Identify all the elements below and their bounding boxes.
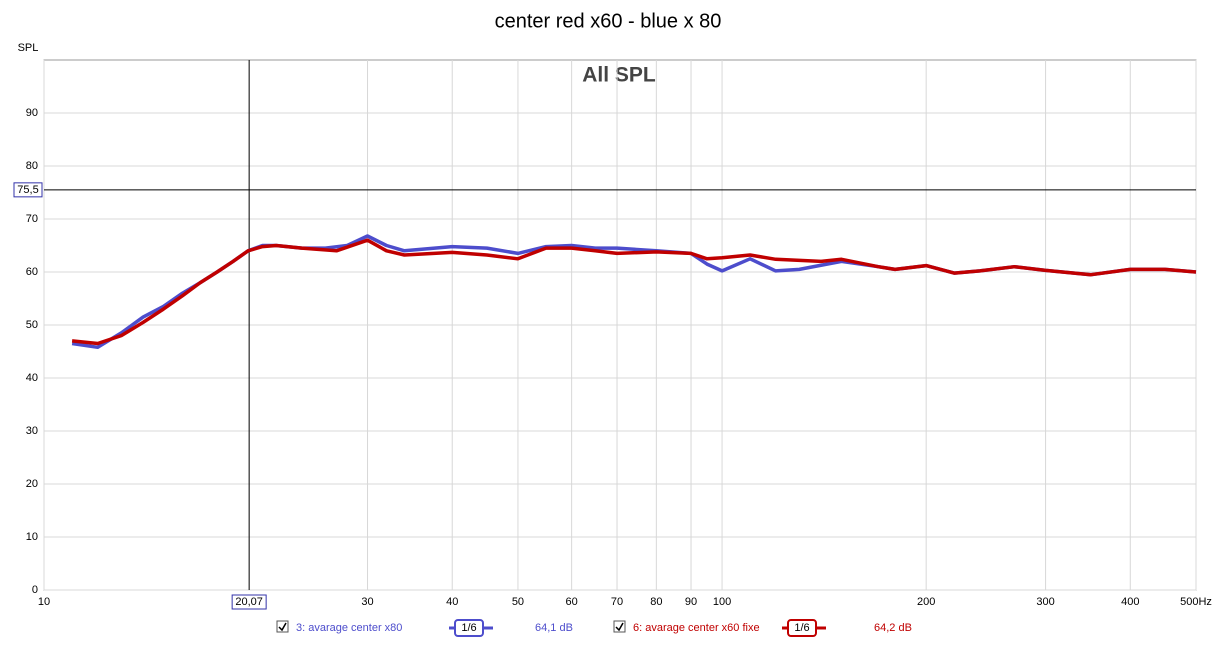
x-tick-label: 30 bbox=[361, 596, 373, 608]
legend-smoothing: 1/6 bbox=[794, 622, 809, 634]
x-tick-label: 50 bbox=[512, 596, 524, 608]
x-tick-label: 400 bbox=[1121, 596, 1139, 608]
legend-level: 64,1 dB bbox=[535, 622, 573, 634]
x-tick-label: 90 bbox=[685, 596, 697, 608]
x-tick-label: 40 bbox=[446, 596, 458, 608]
chart-title: center red x60 - blue x 80 bbox=[495, 10, 722, 32]
legend-smoothing: 1/6 bbox=[461, 622, 476, 634]
cursor-label-box bbox=[13, 182, 43, 198]
x-tick-label: 10 bbox=[38, 596, 50, 608]
legend-level: 64,2 dB bbox=[874, 622, 912, 634]
annotation: All SPL bbox=[582, 64, 656, 87]
legend-checkbox[interactable] bbox=[613, 620, 626, 633]
x-tick-label: 500Hz bbox=[1180, 596, 1212, 608]
cursor-label: 20,07 bbox=[235, 596, 263, 608]
y-tick-label: 40 bbox=[26, 372, 38, 384]
y-tick-label: 20 bbox=[26, 478, 38, 490]
cursor-label: 75,5 bbox=[17, 184, 38, 196]
legend-checkbox[interactable] bbox=[276, 620, 289, 633]
x-tick-label: 200 bbox=[917, 596, 935, 608]
legend-smoothing-box[interactable] bbox=[787, 619, 817, 637]
y-tick-label: 60 bbox=[26, 266, 38, 278]
x-tick-label: 100 bbox=[713, 596, 731, 608]
series-line bbox=[71, 238, 1197, 346]
y-tick-label: 30 bbox=[26, 425, 38, 437]
y-tick-label: 70 bbox=[26, 213, 38, 225]
y-tick-label: 90 bbox=[26, 107, 38, 119]
x-tick-label: 70 bbox=[611, 596, 623, 608]
legend-smoothing-box[interactable] bbox=[454, 619, 484, 637]
x-tick-label: 80 bbox=[650, 596, 662, 608]
y-tick-label: 50 bbox=[26, 319, 38, 331]
y-tick-label: 10 bbox=[26, 531, 38, 543]
y-tick-label: 0 bbox=[32, 584, 38, 596]
legend-label: 3: avarage center x80 bbox=[296, 622, 402, 634]
x-tick-label: 60 bbox=[566, 596, 578, 608]
legend-label: 6: avarage center x60 fixe bbox=[633, 622, 760, 634]
y-tick-label: 80 bbox=[26, 160, 38, 172]
legend-check bbox=[615, 622, 624, 632]
cursor-label-box bbox=[231, 594, 267, 610]
legend-check bbox=[278, 622, 287, 632]
x-tick-label: 300 bbox=[1036, 596, 1054, 608]
y-axis-label: SPL bbox=[18, 42, 39, 54]
